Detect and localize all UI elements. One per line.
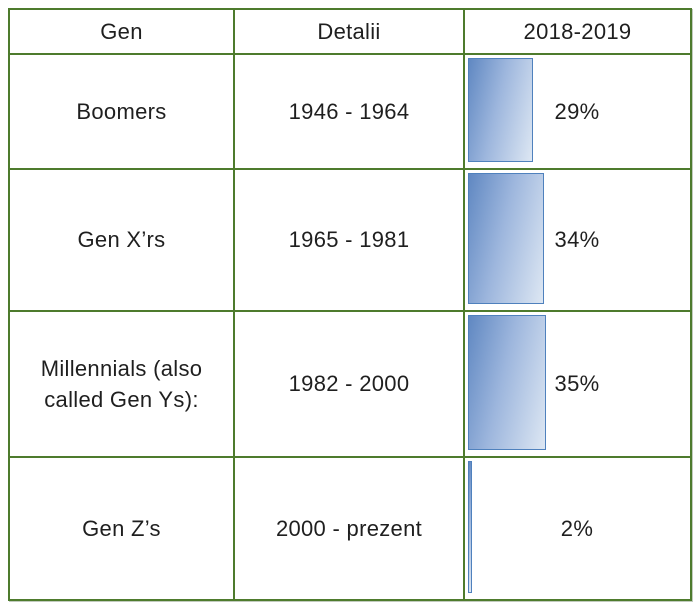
detalii-label: 1982 - 2000 [288, 371, 410, 396]
generations-table: Gen Detalii 2018-2019 Boomers 1946 - 196… [8, 8, 692, 601]
table-row-boomers-detalii: 1946 - 1964 [235, 55, 465, 170]
gen-label: Gen Z’s [82, 515, 161, 541]
table-row-genx-detalii: 1965 - 1981 [235, 170, 465, 312]
detalii-label: 1965 - 1981 [288, 227, 410, 252]
table-row-genx-chart: 34% [465, 170, 690, 312]
header-cell-gen: Gen [10, 10, 235, 55]
table-row-millennials-detalii: 1982 - 2000 [235, 312, 465, 458]
table-row-genz-chart: 2% [465, 458, 690, 599]
detalii-label: 1946 - 1964 [288, 98, 410, 124]
table-row-genz-detalii: 2000 - prezent [235, 458, 465, 599]
bar-genx [468, 173, 544, 304]
table-row-boomers-gen: Boomers [10, 55, 235, 170]
table-row-millennials-chart: 35% [465, 312, 690, 458]
header-cell-period: 2018-2019 [465, 10, 690, 55]
header-detalii-label: Detalii [317, 18, 381, 44]
bar-value-label: 2% [560, 515, 594, 541]
bar-value-label: 34% [554, 227, 600, 252]
gen-label: Gen X’rs [77, 227, 166, 253]
table-row-genx-gen: Gen X’rs [10, 170, 235, 312]
gen-label: Millennials (also called Gen Ys): [40, 355, 203, 412]
bar-boomers [468, 58, 533, 162]
header-period-label: 2018-2019 [523, 18, 632, 44]
gen-label: Boomers [76, 98, 167, 124]
bar-value-label: 35% [554, 371, 600, 396]
header-gen-label: Gen [100, 18, 143, 44]
bar-value-label: 29% [554, 98, 600, 124]
table-row-genz-gen: Gen Z’s [10, 458, 235, 599]
table-row-boomers-chart: 29% [465, 55, 690, 170]
bar-millennials [468, 315, 547, 450]
detalii-label: 2000 - prezent [275, 515, 423, 541]
bar-genz [468, 461, 473, 593]
header-cell-detalii: Detalii [235, 10, 465, 55]
table-row-millennials-gen: Millennials (also called Gen Ys): [10, 312, 235, 458]
